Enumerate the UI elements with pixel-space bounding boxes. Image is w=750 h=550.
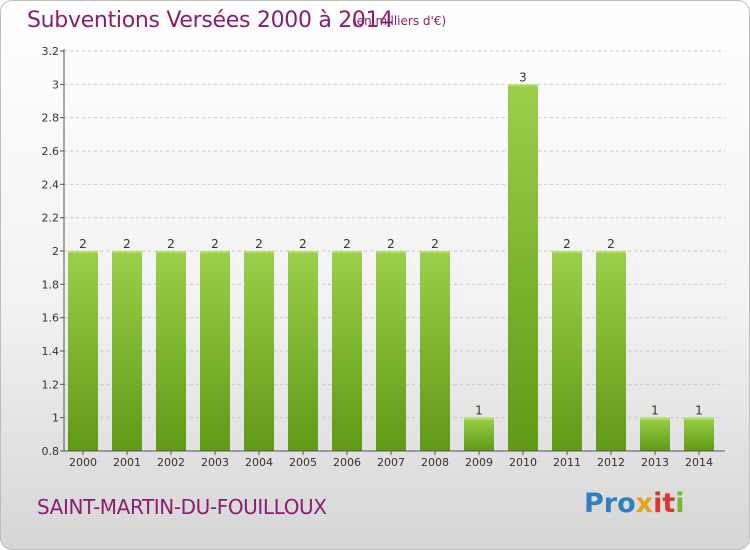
data-label: 2 (387, 237, 395, 251)
bar-top-highlight (464, 417, 494, 420)
bar-top-highlight (156, 251, 186, 253)
data-label: 2 (431, 237, 439, 251)
data-label: 1 (651, 404, 659, 418)
x-tick-label: 2005 (289, 456, 317, 469)
x-tick-label: 2002 (157, 456, 185, 469)
logo-part: x (635, 488, 654, 519)
data-label: 3 (519, 70, 527, 84)
data-label: 1 (695, 404, 703, 418)
bar (552, 251, 582, 451)
bar-top-highlight (200, 251, 230, 253)
x-tick-label: 2000 (69, 456, 97, 469)
y-tick-label: 1.6 (42, 312, 60, 325)
y-tick-label: 3.2 (42, 45, 60, 58)
y-tick-label: 2 (52, 245, 59, 258)
data-label: 2 (167, 237, 175, 251)
bar-top-highlight (508, 84, 538, 87)
data-label: 2 (607, 237, 615, 251)
x-tick-label: 2009 (465, 456, 493, 469)
bar (156, 251, 186, 451)
bar (464, 417, 494, 451)
y-tick-label: 2.8 (42, 112, 60, 125)
data-labels: 2 2 2 2 2 2 2 2 2 1 3 2 2 1 1 (79, 70, 703, 417)
data-label: 2 (255, 237, 263, 251)
data-label: 2 (123, 237, 131, 251)
bar (112, 251, 142, 451)
bar (200, 251, 230, 451)
x-tick-label: 2013 (641, 456, 669, 469)
bar-top-highlight (596, 251, 626, 253)
bar (640, 417, 670, 451)
x-tick-label: 2004 (245, 456, 273, 469)
bar (596, 251, 626, 451)
x-tick-label: 2007 (377, 456, 405, 469)
unit-note: (en milliers d'€) (352, 14, 447, 28)
bar (68, 251, 98, 451)
y-tick-label: 3 (52, 78, 59, 91)
logo-part: it (653, 488, 676, 519)
chart-title: Subventions Versées 2000 à 2014 (27, 8, 394, 33)
bar-top-highlight (684, 417, 714, 420)
data-label: 2 (563, 237, 571, 251)
y-tick-label: 2.6 (42, 145, 60, 158)
y-tick-label: 1.8 (42, 278, 60, 291)
data-label: 2 (343, 237, 351, 251)
bar (244, 251, 274, 451)
bar-top-highlight (288, 251, 318, 253)
bar-top-highlight (68, 251, 98, 253)
y-tick-label: 0.8 (42, 445, 60, 458)
y-tick-label: 1.4 (42, 345, 60, 358)
bar (288, 251, 318, 451)
axes: 0.8 1 1.2 1.4 1.6 1.8 2 2.2 2.4 2.6 2.8 3 3.2 2000 200… (42, 45, 725, 469)
y-tick-label: 2.2 (42, 212, 60, 225)
data-label: 2 (299, 237, 307, 251)
data-label: 2 (211, 237, 219, 251)
data-label: 1 (475, 404, 483, 418)
proxiti-logo: Proxiti (584, 488, 685, 519)
bar (332, 251, 362, 451)
bar (508, 84, 538, 451)
bars (68, 84, 714, 451)
bar (420, 251, 450, 451)
y-tick-label: 1.2 (42, 378, 60, 391)
bar-top-highlight (376, 251, 406, 253)
bar-top-highlight (552, 251, 582, 253)
x-tick-label: 2003 (201, 456, 229, 469)
logo-part: i (675, 488, 685, 519)
data-label: 2 (79, 237, 87, 251)
logo-part: Pro (584, 488, 636, 519)
x-tick-label: 2001 (113, 456, 141, 469)
y-tick-label: 2.4 (42, 178, 60, 191)
bar-top-highlight (244, 251, 274, 253)
bar (376, 251, 406, 451)
commune-name: SAINT-MARTIN-DU-FOUILLOUX (37, 495, 327, 519)
x-tick-label: 2008 (421, 456, 449, 469)
bar-top-highlight (332, 251, 362, 253)
bar-top-highlight (112, 251, 142, 253)
bar-top-highlight (640, 417, 670, 420)
x-tick-label: 2010 (509, 456, 537, 469)
x-tick-label: 2006 (333, 456, 361, 469)
x-tick-label: 2012 (597, 456, 625, 469)
x-tick-label: 2011 (553, 456, 581, 469)
bar (684, 417, 714, 451)
bar-top-highlight (420, 251, 450, 253)
y-tick-label: 1 (52, 412, 59, 425)
x-tick-label: 2014 (685, 456, 713, 469)
